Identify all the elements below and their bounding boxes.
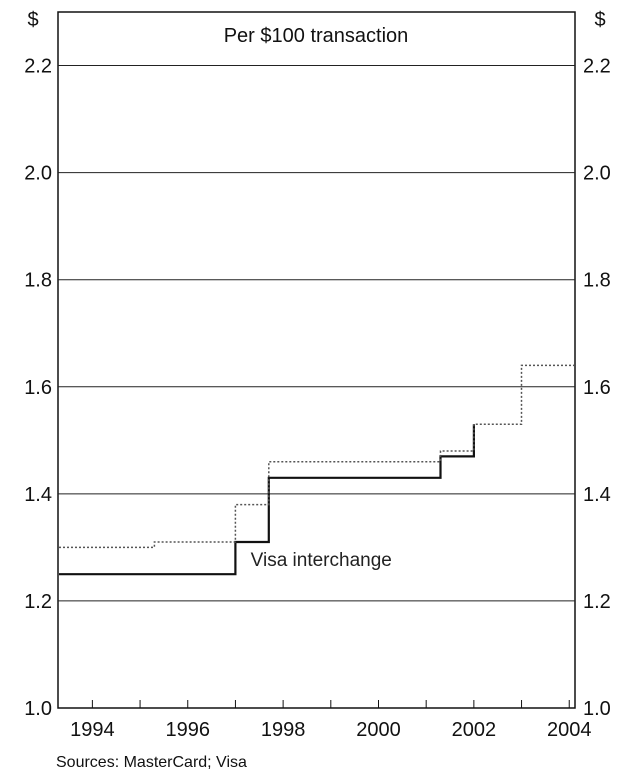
x-tick-label: 1998 — [261, 719, 306, 741]
y-axis-right: 1.0 1.2 1.4 1.6 1.8 2.0 2.2 — [583, 56, 611, 720]
y-tick-label-left: 2.2 — [24, 56, 52, 78]
series-line-visa-interchange — [59, 424, 475, 576]
y-tick-label-left: 1.6 — [24, 377, 52, 399]
series-line-dotted — [59, 364, 574, 549]
y-unit-right: $ — [594, 9, 605, 31]
y-tick-label-left: 1.0 — [24, 698, 52, 720]
y-tick-label-left: 1.2 — [24, 591, 52, 613]
y-tick-label-right: 1.4 — [583, 484, 611, 506]
grid-lines — [58, 65, 575, 602]
y-unit-left: $ — [27, 9, 38, 31]
y-tick-label-right: 2.2 — [583, 56, 611, 78]
x-tick-label: 2004 — [547, 719, 592, 741]
chart-source: Sources: MasterCard; Visa — [56, 754, 247, 771]
y-tick-label-right: 1.8 — [583, 270, 611, 292]
y-tick-label-left: 1.8 — [24, 270, 52, 292]
y-tick-label-right: 1.0 — [583, 698, 611, 720]
x-axis: 1994 1996 1998 2000 2002 2004 — [70, 700, 591, 741]
y-tick-label-right: 2.0 — [583, 163, 611, 185]
y-tick-label-right: 1.6 — [583, 377, 611, 399]
y-tick-label-left: 2.0 — [24, 163, 52, 185]
y-axis-left: 1.0 1.2 1.4 1.6 1.8 2.0 2.2 — [24, 56, 52, 720]
y-tick-label-right: 1.2 — [583, 591, 611, 613]
series-layer — [59, 364, 574, 576]
x-tick-label: 1994 — [70, 719, 115, 741]
x-tick-label: 2002 — [452, 719, 497, 741]
plot-frame — [57, 11, 576, 709]
x-tick-label: 1996 — [166, 719, 211, 741]
x-tick-label: 2000 — [356, 719, 401, 741]
chart-title: Per $100 transaction — [224, 25, 409, 47]
y-tick-label-left: 1.4 — [24, 484, 52, 506]
series-annotation-visa-interchange: Visa interchange — [251, 550, 392, 571]
